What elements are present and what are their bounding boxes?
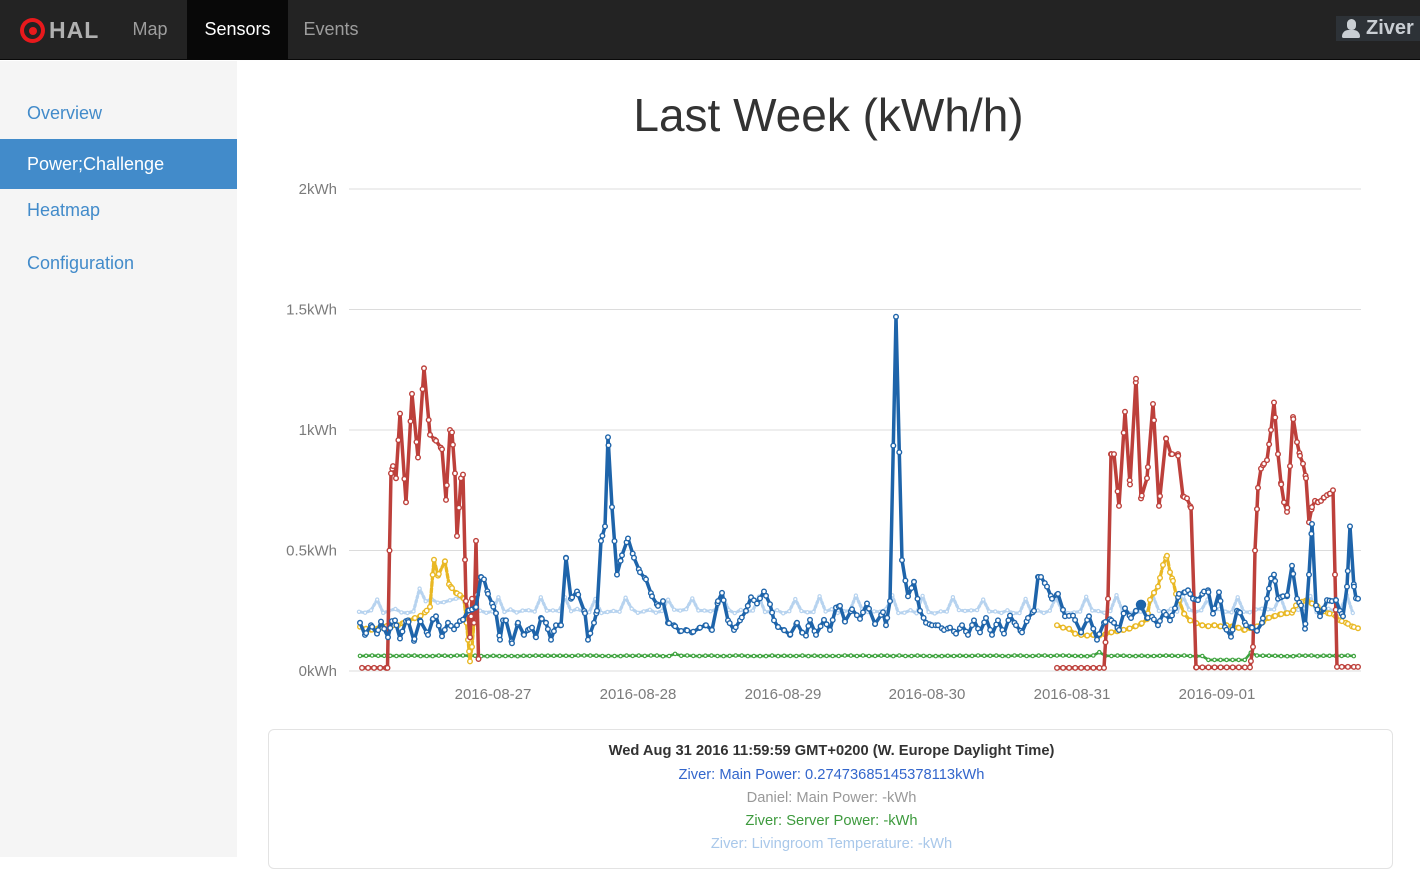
- svg-text:1kWh: 1kWh: [299, 422, 337, 439]
- svg-text:2016-09-01: 2016-09-01: [1179, 686, 1256, 703]
- svg-text:2016-08-30: 2016-08-30: [889, 686, 966, 703]
- svg-text:2016-08-29: 2016-08-29: [745, 686, 822, 703]
- svg-text:2016-08-27: 2016-08-27: [455, 686, 532, 703]
- svg-text:0.5kWh: 0.5kWh: [286, 543, 337, 560]
- svg-text:2kWh: 2kWh: [299, 181, 337, 198]
- svg-text:2016-08-31: 2016-08-31: [1034, 686, 1111, 703]
- svg-text:2016-08-28: 2016-08-28: [600, 686, 677, 703]
- svg-text:0kWh: 0kWh: [299, 663, 337, 680]
- svg-text:1.5kWh: 1.5kWh: [286, 302, 337, 319]
